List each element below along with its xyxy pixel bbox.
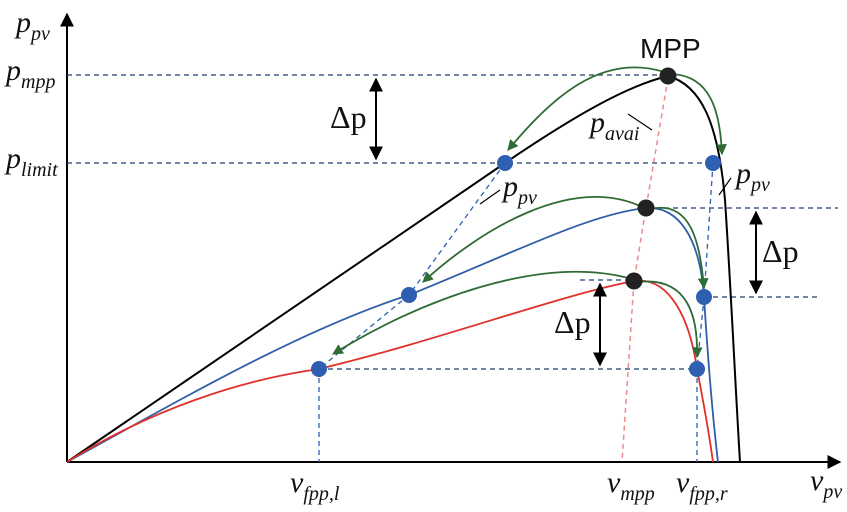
- mpp-point-high: [659, 67, 677, 85]
- pv-curve-low: [66, 279, 714, 463]
- v-fpp-r-label: vfpp,r: [676, 466, 728, 505]
- operating-point-low-left: [311, 361, 327, 377]
- p-pv-left-leader: [479, 189, 501, 205]
- delta-p-label-right: Δp: [762, 233, 799, 269]
- mpp-point-mid: [637, 199, 655, 217]
- mpp-label: MPP: [640, 33, 701, 64]
- operating-point-high-right: [705, 155, 721, 171]
- operating-point-low-right: [689, 361, 705, 377]
- transition-arrow-low-right: [637, 280, 703, 359]
- operating-point-mid-left: [401, 287, 417, 303]
- transition-arrow-low-left: [332, 270, 629, 355]
- mpp-point-low: [625, 272, 643, 290]
- transition-arrow-mid-left: [422, 196, 641, 283]
- delta-p-label-top: Δp: [330, 99, 367, 135]
- pv-curve-mid: [66, 207, 719, 463]
- pv-curve-high: [66, 74, 741, 463]
- p-pv-right-label: ppv: [734, 157, 770, 196]
- operating-point-mid-right: [696, 289, 712, 305]
- transition-arrow-high-left: [507, 66, 665, 151]
- p-limit-label: plimit: [4, 142, 58, 181]
- mpp-locus-dashed: [621, 77, 669, 463]
- p-avai-label: pavai: [588, 106, 639, 145]
- y-axis-label: ppv: [14, 6, 50, 45]
- p-mpp-label: pmpp: [4, 54, 55, 93]
- delta-p-label-mid: Δp: [554, 304, 591, 340]
- operating-point-high-left: [497, 155, 513, 171]
- p-pv-right-leader: [718, 177, 732, 196]
- mid-to-low-left-projection: [318, 294, 410, 370]
- v-mpp-label: vmpp: [607, 466, 655, 505]
- mid-to-low-right-projection: [696, 296, 705, 370]
- x-axis-label: vpv: [810, 464, 842, 503]
- v-fpp-l-label: vfpp,l: [290, 466, 340, 505]
- transition-arrow-mid-right: [649, 206, 709, 290]
- high-to-mid-right-projection: [703, 162, 714, 298]
- p-pv-left-label: ppv: [501, 170, 537, 209]
- p-avai-leader: [627, 113, 653, 131]
- transition-arrow-high-right: [671, 73, 727, 156]
